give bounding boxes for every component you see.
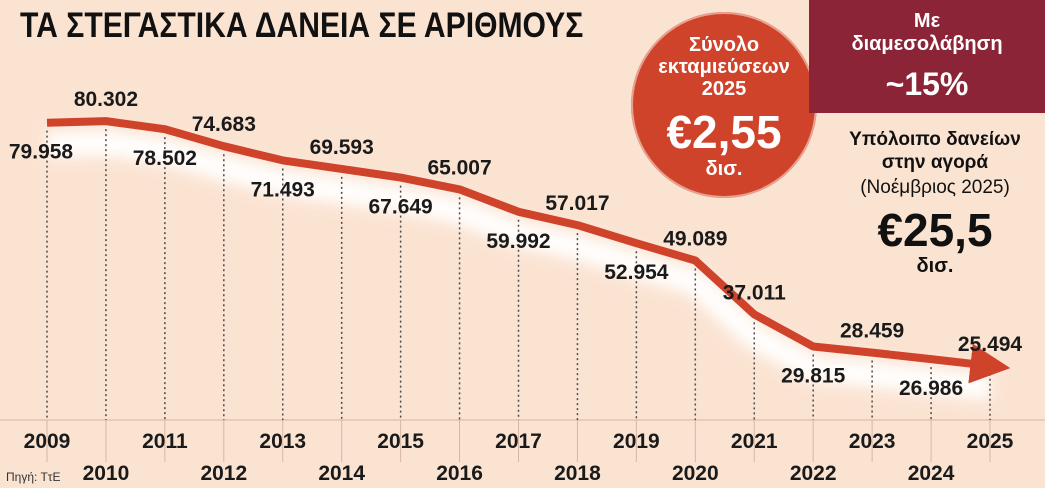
data-label: 74.683 [192, 113, 256, 136]
x-tick-label: 2019 [613, 430, 660, 453]
balance-label: Υπόλοιπο δανείων στην αγορά [849, 129, 1021, 173]
x-tick-label: 2022 [790, 462, 837, 485]
x-tick-label: 2018 [554, 462, 601, 485]
disbursements-unit: δισ. [705, 158, 743, 180]
intermediation-label: Με διαμεσολάβηση [851, 10, 1003, 55]
data-label: 25.494 [958, 333, 1023, 356]
drop-lines [46, 129, 991, 420]
series-line [46, 117, 1011, 384]
data-label: 69.593 [310, 136, 374, 159]
data-label: 29.815 [781, 365, 846, 388]
x-tick-label: 2023 [849, 430, 896, 453]
intermediation-banner: Με διαμεσολάβηση ~15% [809, 0, 1045, 113]
balance-unit: δισ. [916, 255, 954, 277]
data-label: 26.986 [899, 377, 963, 400]
x-tick-label: 2013 [259, 430, 306, 453]
x-tick-label: 2012 [200, 462, 247, 485]
data-labels: 79.958 80.302 78.502 74.683 71.493 69.593 67.6… [9, 88, 1023, 400]
data-label: 65.007 [427, 156, 491, 179]
data-label: 57.017 [545, 192, 609, 215]
data-label: 67.649 [369, 196, 433, 219]
data-label: 79.958 [9, 141, 74, 164]
x-tick-label: 2025 [967, 430, 1014, 453]
x-tick-label: 2017 [495, 430, 542, 453]
data-label: 37.011 [723, 281, 786, 304]
loan-balance-box: Υπόλοιπο δανείων στην αγορά (Νοέμβριος 2… [830, 128, 1040, 276]
intermediation-value: ~15% [885, 66, 969, 102]
x-axis-band [0, 420, 1045, 488]
x-tick-label: 2009 [24, 430, 71, 453]
balance-period: (Νοέμβριος 2025) [860, 177, 1010, 198]
disbursements-amount: €2,55 [666, 106, 782, 158]
x-tick-label: 2014 [318, 462, 365, 485]
data-label: 71.493 [251, 178, 315, 201]
source-note: Πηγή: ΤτΕ [6, 470, 61, 484]
x-tick-label: 2011 [142, 430, 188, 453]
x-tick-labels: 2009 2010 2011 2012 2013 2014 2015 2016 2017 2018… [24, 430, 1014, 485]
x-tick-label: 2010 [83, 462, 130, 485]
x-tick-label: 2015 [377, 430, 424, 453]
x-axis-ticks [46, 420, 991, 462]
data-label: 80.302 [74, 88, 138, 111]
x-tick-label: 2020 [672, 462, 719, 485]
disbursements-badge: Σύνολο εκταμιεύσεων 2025 €2,55 δισ. [631, 12, 817, 198]
chart-title: ΤΑ ΣΤΕΓΑΣΤΙΚΑ ΔΑΝΕΙΑ ΣΕ ΑΡΙΘΜΟΥΣ [20, 6, 584, 45]
x-tick-label: 2024 [908, 462, 955, 485]
x-tick-label: 2016 [436, 462, 483, 485]
data-label: 28.459 [840, 320, 904, 343]
x-tick-label: 2021 [731, 430, 778, 453]
data-label: 59.992 [486, 230, 550, 253]
data-label: 78.502 [133, 147, 197, 170]
data-label: 52.954 [604, 261, 669, 284]
line-shadow [46, 130, 992, 401]
data-label: 49.089 [663, 227, 727, 250]
disbursements-label: Σύνολο εκταμιεύσεων 2025 [658, 34, 790, 100]
balance-amount: €25,5 [877, 204, 993, 256]
